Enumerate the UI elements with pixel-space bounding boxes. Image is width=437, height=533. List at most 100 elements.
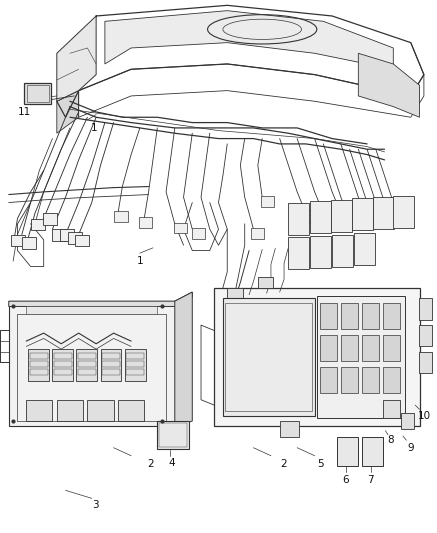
- Bar: [139, 217, 152, 228]
- Bar: [30, 353, 48, 359]
- Bar: [383, 213, 397, 225]
- Bar: [26, 306, 157, 314]
- Polygon shape: [105, 11, 393, 69]
- Bar: [125, 349, 146, 381]
- Bar: [102, 353, 120, 359]
- Bar: [54, 353, 72, 359]
- Bar: [157, 421, 189, 449]
- Bar: [54, 369, 72, 375]
- Text: 1: 1: [136, 256, 143, 266]
- Bar: [341, 335, 358, 361]
- Bar: [261, 196, 274, 207]
- Bar: [383, 335, 400, 361]
- Text: 2: 2: [147, 459, 154, 469]
- Text: 8: 8: [387, 435, 394, 445]
- Bar: [335, 211, 349, 223]
- Bar: [320, 367, 337, 393]
- Bar: [419, 298, 432, 320]
- Bar: [225, 303, 312, 411]
- Bar: [75, 235, 89, 246]
- Bar: [258, 277, 273, 288]
- Bar: [114, 211, 128, 222]
- Bar: [174, 223, 187, 233]
- Bar: [17, 314, 166, 421]
- Bar: [227, 288, 243, 298]
- Bar: [54, 361, 72, 367]
- Bar: [76, 349, 97, 381]
- Bar: [28, 349, 49, 381]
- Bar: [317, 296, 405, 418]
- Bar: [214, 288, 420, 426]
- Bar: [362, 437, 383, 466]
- Bar: [303, 210, 317, 222]
- Bar: [383, 400, 400, 418]
- Bar: [373, 213, 387, 225]
- Bar: [288, 203, 309, 235]
- Bar: [354, 212, 368, 224]
- Bar: [31, 219, 45, 230]
- Bar: [362, 367, 379, 393]
- Bar: [126, 361, 144, 367]
- Bar: [320, 335, 337, 361]
- Bar: [310, 236, 331, 268]
- Bar: [324, 211, 338, 223]
- Bar: [314, 210, 328, 222]
- Bar: [52, 349, 73, 381]
- Text: 4: 4: [168, 458, 175, 467]
- Bar: [22, 237, 36, 249]
- Bar: [159, 423, 187, 447]
- Bar: [383, 367, 400, 393]
- Text: 3: 3: [92, 500, 99, 510]
- Bar: [87, 400, 114, 421]
- Bar: [341, 303, 358, 329]
- Bar: [362, 335, 379, 361]
- Bar: [310, 201, 331, 233]
- Bar: [288, 237, 309, 269]
- Bar: [392, 213, 406, 225]
- Bar: [341, 367, 358, 393]
- Text: 11: 11: [18, 107, 31, 117]
- Polygon shape: [9, 301, 175, 426]
- Bar: [362, 303, 379, 329]
- Bar: [332, 235, 353, 266]
- Polygon shape: [175, 292, 192, 426]
- Bar: [30, 369, 48, 375]
- Bar: [26, 400, 52, 421]
- Bar: [126, 353, 144, 359]
- Bar: [30, 361, 48, 367]
- Bar: [223, 298, 315, 416]
- Bar: [43, 213, 57, 225]
- Bar: [78, 353, 96, 359]
- Bar: [419, 325, 432, 346]
- Bar: [126, 369, 144, 375]
- Bar: [383, 303, 400, 329]
- Bar: [78, 361, 96, 367]
- Bar: [393, 196, 414, 228]
- Text: 9: 9: [407, 443, 414, 453]
- Bar: [364, 213, 378, 225]
- Polygon shape: [57, 16, 96, 101]
- Bar: [337, 437, 358, 466]
- Bar: [280, 421, 299, 437]
- Text: 6: 6: [342, 475, 349, 484]
- Polygon shape: [57, 91, 79, 133]
- Bar: [419, 352, 432, 373]
- Bar: [354, 233, 375, 265]
- Text: 10: 10: [417, 411, 430, 421]
- Bar: [60, 229, 74, 241]
- Text: 1: 1: [90, 123, 97, 133]
- Bar: [57, 400, 83, 421]
- Text: 2: 2: [280, 459, 287, 469]
- Bar: [251, 228, 264, 239]
- Bar: [344, 212, 358, 224]
- Bar: [373, 197, 394, 229]
- Bar: [68, 232, 82, 244]
- Bar: [352, 198, 373, 230]
- Polygon shape: [358, 53, 420, 117]
- Bar: [331, 200, 352, 232]
- Bar: [11, 235, 25, 246]
- Bar: [192, 228, 205, 239]
- Bar: [118, 400, 144, 421]
- Bar: [101, 349, 121, 381]
- Bar: [24, 83, 51, 104]
